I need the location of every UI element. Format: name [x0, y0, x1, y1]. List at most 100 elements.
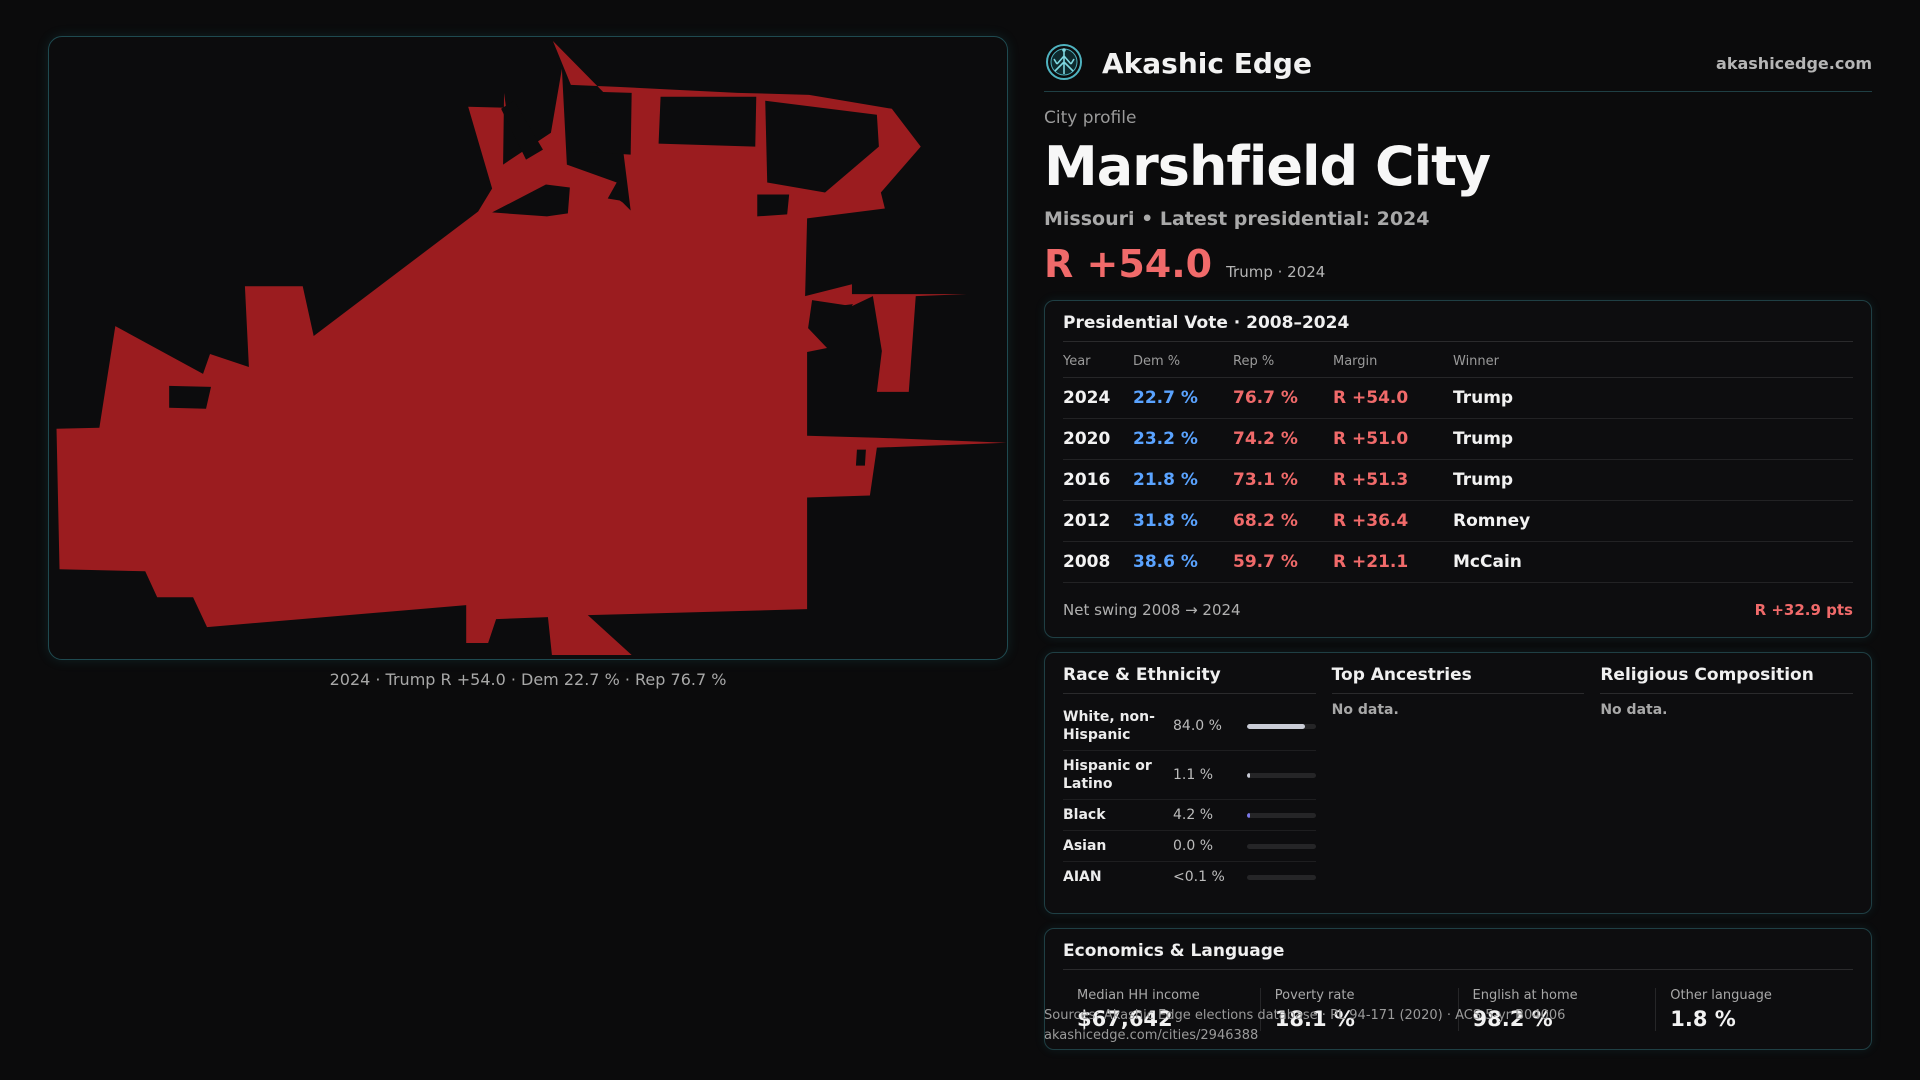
row-winner: Trump: [1453, 377, 1853, 419]
brand-name[interactable]: Akashic Edge: [1102, 47, 1312, 80]
col-header-winner: Winner: [1453, 346, 1853, 378]
brand-header: Akashic Edge akashicedge.com: [1044, 36, 1872, 92]
stat-label: English at home: [1472, 988, 1578, 1003]
list-item: Black 4.2 %: [1063, 800, 1316, 831]
row-dem: 21.8 %: [1133, 459, 1233, 501]
row-year: 2016: [1063, 459, 1133, 501]
sources-text: Sources: Akashic Edge elections database…: [1044, 1008, 1566, 1023]
row-rep: 73.1 %: [1233, 459, 1333, 501]
row-dem: 23.2 %: [1133, 418, 1233, 460]
table-row: 2012 31.8 % 68.2 % R +36.4 Romney: [1063, 500, 1853, 542]
city-subline: Missouri • Latest presidential: 2024: [1044, 208, 1430, 230]
globe-tree-icon[interactable]: [1044, 42, 1084, 86]
stat-label: Poverty rate: [1274, 988, 1355, 1003]
list-item: Hispanic or Latino 1.1 %: [1063, 751, 1316, 800]
stat-label: Other language: [1670, 988, 1772, 1003]
race-name: White, non-Hispanic: [1063, 709, 1155, 743]
table-row: 2024 22.7 % 76.7 % R +54.0 Trump: [1063, 377, 1853, 419]
city-boundary-map: [56, 40, 1007, 656]
race-pct: 84.0 %: [1173, 718, 1222, 734]
row-winner: Trump: [1453, 418, 1853, 460]
table-row: 2016 21.8 % 73.1 % R +51.3 Trump: [1063, 459, 1853, 501]
row-year: 2012: [1063, 500, 1133, 542]
stat-median-income: Median HH income $67,642: [1063, 988, 1260, 1031]
row-margin: R +21.1: [1333, 541, 1453, 583]
race-bar: [1247, 772, 1316, 778]
page-footer: Sources: Akashic Edge elections database…: [1044, 1006, 1565, 1046]
col-header-dem: Dem %: [1133, 346, 1233, 378]
net-swing-row: Net swing 2008 → 2024 R +32.9 pts: [1063, 601, 1853, 619]
net-swing-value: R +32.9 pts: [1754, 601, 1853, 619]
demographics-card: Race & Ethnicity White, non-Hispanic 84.…: [1044, 652, 1872, 914]
race-name: Black: [1063, 807, 1106, 823]
race-bar-fill: [1247, 723, 1305, 729]
row-dem: 22.7 %: [1133, 377, 1233, 419]
headline-margin: R +54.0: [1044, 242, 1213, 286]
vote-card-title: Presidential Vote · 2008–2024: [1063, 313, 1853, 342]
net-swing-label: Net swing 2008 → 2024: [1063, 601, 1241, 619]
presidential-vote-card: Presidential Vote · 2008–2024 Year Dem %…: [1044, 300, 1872, 638]
stat-other-language: Other language 1.8 %: [1655, 988, 1853, 1031]
table-row: 2008 38.6 % 59.7 % R +21.1 McCain: [1063, 541, 1853, 583]
row-rep: 68.2 %: [1233, 500, 1333, 542]
col-header-margin: Margin: [1333, 346, 1453, 378]
row-winner: Romney: [1453, 500, 1853, 542]
race-name: AIAN: [1063, 869, 1102, 885]
stat-value: 98.2 %: [1472, 1007, 1553, 1031]
religion-empty: No data.: [1600, 702, 1668, 718]
economics-title: Economics & Language: [1063, 941, 1853, 970]
table-row: 2020 23.2 % 74.2 % R +51.0 Trump: [1063, 418, 1853, 460]
stat-poverty-rate: Poverty rate 18.1 %: [1259, 988, 1458, 1031]
stat-value: $67,642: [1077, 1007, 1173, 1031]
stat-value: 1.8 %: [1670, 1007, 1736, 1031]
race-ethnicity-section: Race & Ethnicity White, non-Hispanic 84.…: [1063, 665, 1316, 901]
row-year: 2008: [1063, 541, 1133, 583]
row-rep: 59.7 %: [1233, 541, 1333, 583]
row-year: 2020: [1063, 418, 1133, 460]
religion-title: Religious Composition: [1600, 665, 1854, 694]
race-bar-fill: [1247, 812, 1250, 818]
vote-table: Year Dem % Rep % Margin Winner 2024 22.7…: [1063, 346, 1853, 583]
row-rep: 76.7 %: [1233, 377, 1333, 419]
row-rep: 74.2 %: [1233, 418, 1333, 460]
permalink[interactable]: akashicedge.com/cities/2946388: [1044, 1028, 1259, 1043]
col-header-year: Year: [1063, 346, 1133, 378]
race-bar: [1247, 874, 1316, 880]
race-name: Hispanic or Latino: [1063, 758, 1152, 792]
profile-panel: Akashic Edge akashicedge.com City profil…: [1044, 36, 1872, 1050]
economics-card: Economics & Language Median HH income $6…: [1044, 928, 1872, 1050]
race-pct: 1.1 %: [1173, 767, 1214, 783]
race-bar: [1247, 812, 1316, 818]
stat-english-home: English at home 98.2 %: [1457, 988, 1656, 1031]
race-name: Asian: [1063, 838, 1107, 854]
row-dem: 31.8 %: [1133, 500, 1233, 542]
race-bar: [1247, 723, 1316, 729]
religious-composition-section: Religious Composition No data.: [1600, 665, 1854, 901]
stat-value: 18.1 %: [1274, 1007, 1355, 1031]
row-winner: Trump: [1453, 459, 1853, 501]
list-item: White, non-Hispanic 84.0 %: [1063, 702, 1316, 751]
city-map[interactable]: [48, 36, 1008, 660]
page-title: Marshfield City: [1044, 135, 1491, 198]
ancestry-empty: No data.: [1331, 702, 1399, 718]
map-caption: 2024 · Trump R +54.0 · Dem 22.7 % · Rep …: [329, 670, 727, 689]
list-item: AIAN <0.1 %: [1063, 862, 1316, 892]
race-bar: [1247, 843, 1316, 849]
row-margin: R +51.0: [1333, 418, 1453, 460]
col-header-rep: Rep %: [1233, 346, 1333, 378]
list-item: Asian 0.0 %: [1063, 831, 1316, 862]
row-margin: R +36.4: [1333, 500, 1453, 542]
stat-label: Median HH income: [1077, 988, 1200, 1003]
row-dem: 38.6 %: [1133, 541, 1233, 583]
race-pct: 0.0 %: [1173, 838, 1214, 854]
race-pct: 4.2 %: [1173, 807, 1214, 823]
row-margin: R +51.3: [1333, 459, 1453, 501]
brand-url-link[interactable]: akashicedge.com: [1716, 54, 1872, 73]
row-winner: McCain: [1453, 541, 1853, 583]
row-margin: R +54.0: [1333, 377, 1453, 419]
ancestry-title: Top Ancestries: [1331, 665, 1585, 694]
top-ancestries-section: Top Ancestries No data.: [1331, 665, 1585, 901]
race-pct: <0.1 %: [1173, 869, 1225, 885]
profile-eyebrow: City profile: [1044, 108, 1137, 128]
row-year: 2024: [1063, 377, 1133, 419]
